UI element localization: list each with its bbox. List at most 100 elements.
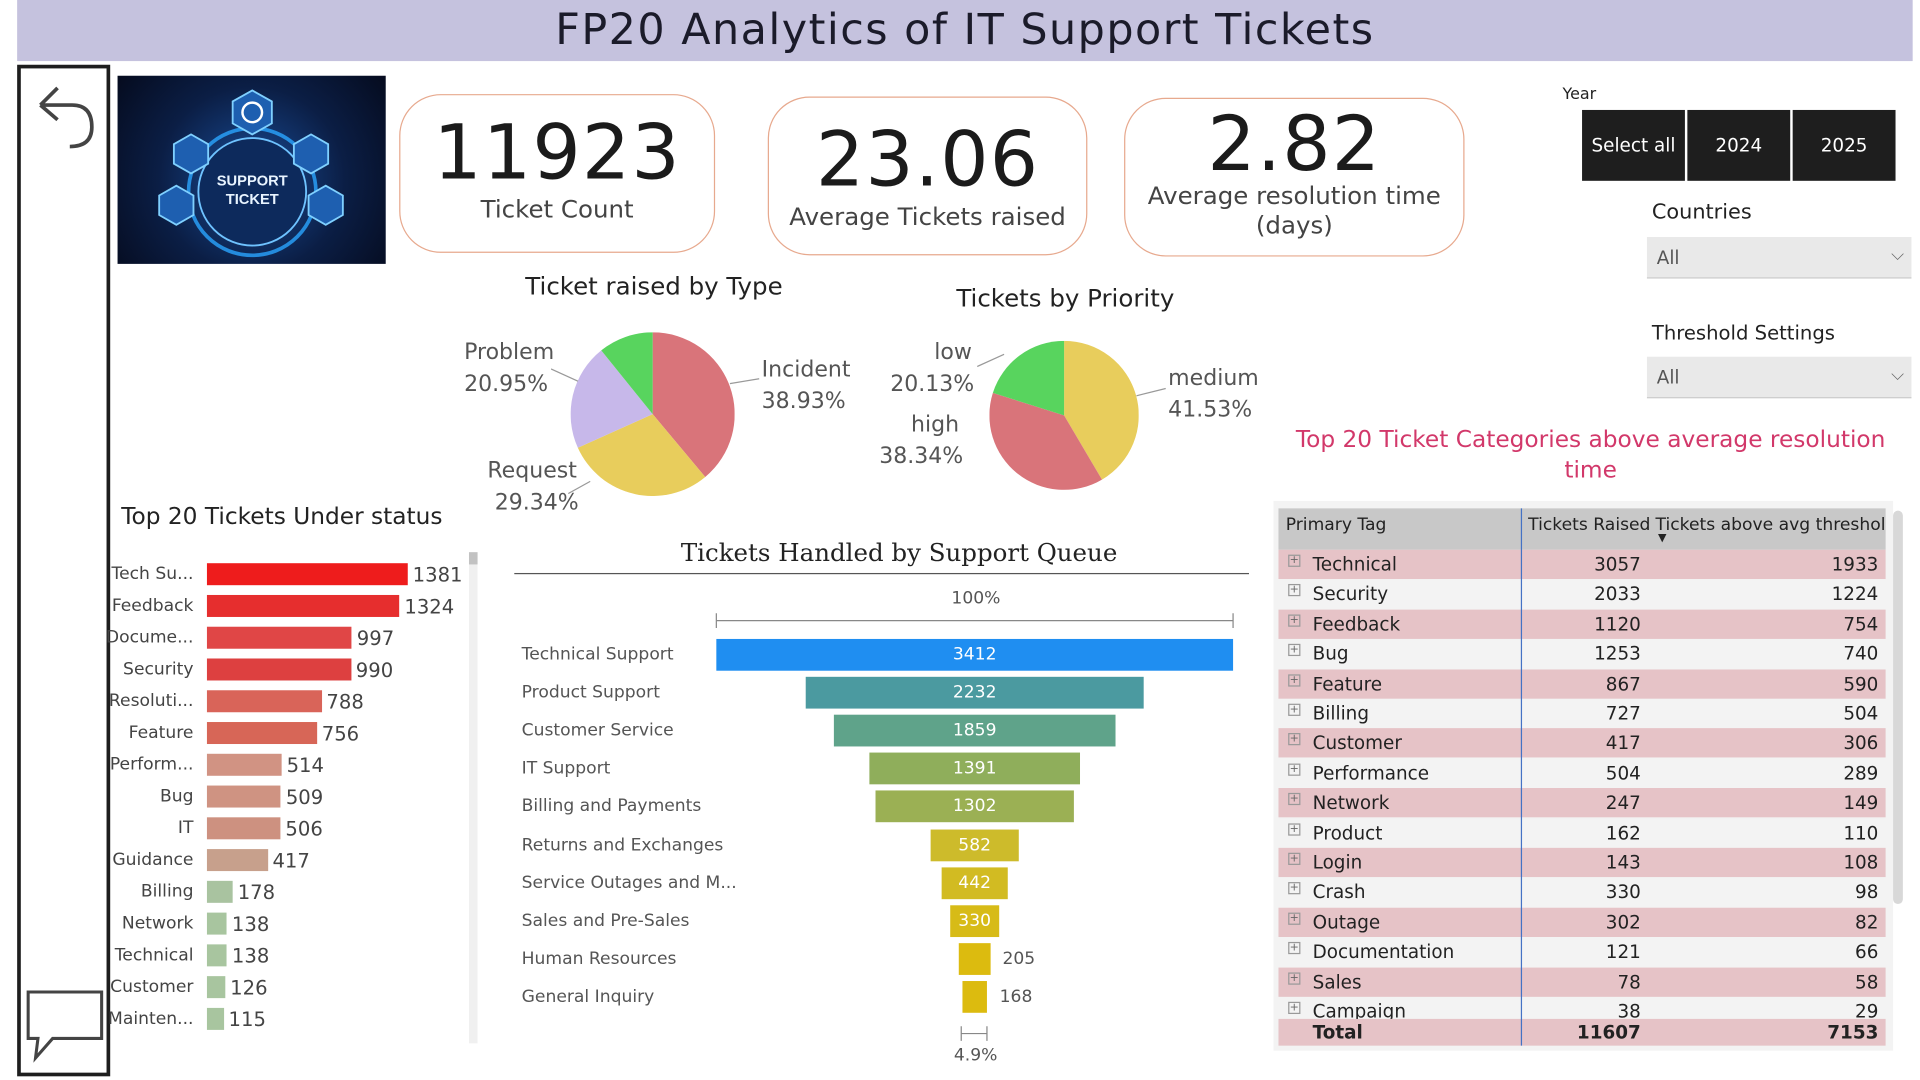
expand-icon[interactable]: +	[1288, 971, 1301, 985]
cell-above-threshold: 306	[1843, 732, 1879, 755]
pie-slice-other[interactable]	[601, 332, 653, 415]
status-bar[interactable]	[206, 1007, 224, 1030]
table-column-divider	[1520, 508, 1523, 1046]
status-bar[interactable]	[206, 594, 400, 617]
pie-slice-high[interactable]	[989, 392, 1102, 490]
status-bar[interactable]	[206, 944, 227, 967]
pie-slice-incident[interactable]	[652, 332, 735, 477]
table-row[interactable]: + Bug 1253 740	[1278, 639, 1886, 669]
expand-icon[interactable]: +	[1288, 822, 1301, 836]
table-row[interactable]: + Outage 302 82	[1278, 907, 1886, 937]
expand-icon[interactable]: +	[1288, 882, 1301, 895]
back-arrow-icon[interactable]	[31, 76, 100, 149]
sort-desc-icon[interactable]: ▼	[1657, 532, 1667, 545]
table-row[interactable]: + Sales 78 58	[1278, 967, 1886, 997]
table-row[interactable]: + Feedback 1120 754	[1278, 609, 1886, 639]
status-bar[interactable]	[206, 976, 226, 999]
status-bar-value: 178	[237, 880, 276, 905]
expand-icon[interactable]: +	[1288, 614, 1301, 627]
cell-above-threshold: 82	[1855, 911, 1879, 934]
status-bar[interactable]	[206, 817, 281, 840]
funnel-category-label: Technical Support	[521, 645, 674, 665]
threshold-dropdown[interactable]: All ⌵	[1646, 356, 1912, 399]
pie-slice-request[interactable]	[577, 414, 706, 497]
col-tickets-raised[interactable]: Tickets Raised	[1528, 515, 1651, 536]
threshold-slicer-title: Threshold Settings	[1651, 321, 1835, 345]
table-scrollbar[interactable]	[1893, 510, 1903, 905]
pie-type-leader-request	[568, 480, 591, 495]
status-bar[interactable]	[206, 626, 352, 649]
pie-slice-problem[interactable]	[570, 350, 653, 448]
status-bar-value: 514	[286, 753, 324, 778]
expand-icon[interactable]: +	[1288, 733, 1301, 746]
cell-above-threshold: 1933	[1831, 553, 1879, 576]
status-bar[interactable]	[206, 658, 351, 681]
funnel-bar[interactable]: 330	[949, 904, 1000, 937]
table-row[interactable]: + Customer 417 306	[1278, 728, 1886, 758]
kpi-label: Ticket Count	[480, 194, 634, 224]
col-primary-tag[interactable]: Primary Tag	[1285, 515, 1387, 536]
funnel-bar[interactable]: 1859	[833, 714, 1116, 747]
table-row[interactable]: + Login 143 108	[1278, 847, 1886, 878]
countries-dropdown[interactable]: All ⌵	[1646, 237, 1912, 279]
expand-icon[interactable]: +	[1288, 554, 1301, 567]
cell-primary-tag: Feature	[1312, 672, 1383, 695]
chat-bubble-icon[interactable]	[26, 987, 104, 1065]
expand-icon[interactable]: +	[1288, 644, 1301, 657]
funnel-bar[interactable]	[959, 942, 991, 975]
funnel-title: Tickets Handled by Support Queue	[680, 537, 1118, 567]
expand-icon[interactable]: +	[1288, 584, 1301, 597]
status-bar[interactable]	[206, 880, 233, 903]
status-bar-label: Technical	[114, 945, 194, 966]
table-title: Top 20 Ticket Categories above average r…	[1295, 426, 1886, 484]
funnel-bar[interactable]: 2232	[805, 676, 1144, 709]
year-select-all-button[interactable]: Select all	[1582, 109, 1685, 181]
table-row[interactable]: + Technical 3057 1933	[1278, 549, 1886, 580]
table-total-row: Total 11607 7153	[1278, 1018, 1886, 1046]
status-bar[interactable]	[206, 722, 317, 745]
kpi-average-tickets: 23.06 Average Tickets raised	[767, 96, 1088, 256]
kpi-label: Average resolution time (days)	[1147, 180, 1441, 240]
year-2024-button[interactable]: 2024	[1687, 109, 1791, 181]
funnel-bar[interactable]	[961, 980, 988, 1013]
status-bar[interactable]	[206, 785, 281, 808]
funnel-bar[interactable]: 442	[941, 866, 1009, 899]
funnel-bar[interactable]: 1391	[869, 752, 1081, 785]
pie-slice-medium[interactable]	[1064, 340, 1139, 480]
table-row[interactable]: + Performance 504 289	[1278, 758, 1886, 788]
status-bar[interactable]	[206, 912, 227, 935]
table-row[interactable]: + Crash 330 98	[1278, 877, 1886, 907]
funnel-bar[interactable]: 1302	[876, 790, 1074, 823]
status-bar[interactable]	[206, 753, 282, 776]
table-row[interactable]: + Documentation 121 66	[1278, 937, 1886, 967]
expand-icon[interactable]: +	[1288, 1001, 1301, 1015]
expand-icon[interactable]: +	[1288, 942, 1301, 955]
cell-primary-tag: Crash	[1312, 881, 1366, 904]
col-tickets-above-threshold[interactable]: Tickets above avg threshold	[1655, 515, 1886, 536]
cell-primary-tag: Product	[1312, 821, 1383, 844]
funnel-bar[interactable]: 3412	[716, 638, 1234, 671]
expand-icon[interactable]: +	[1288, 673, 1301, 687]
table-row[interactable]: + Security 2033 1224	[1278, 579, 1886, 609]
expand-icon[interactable]: +	[1288, 793, 1301, 806]
funnel-category-label: General Inquiry	[521, 986, 655, 1007]
year-2025-button[interactable]: 2025	[1792, 109, 1896, 181]
funnel-bar[interactable]: 582	[930, 828, 1019, 861]
status-bar[interactable]	[206, 563, 408, 586]
expand-icon[interactable]: +	[1288, 763, 1301, 776]
expand-icon[interactable]: +	[1288, 852, 1301, 865]
table-row[interactable]: + Feature 867 590	[1278, 668, 1886, 699]
cell-primary-tag: Documentation	[1312, 940, 1455, 963]
table-row[interactable]: + Billing 727 504	[1278, 698, 1886, 729]
table-row[interactable]: + Product 162 110	[1278, 818, 1886, 848]
status-bar-label: Customer	[110, 977, 194, 997]
funnel-bottom-pct: 4.9%	[953, 1045, 998, 1066]
expand-icon[interactable]: +	[1288, 703, 1301, 716]
table-row[interactable]: + Network 247 149	[1278, 788, 1886, 818]
expand-icon[interactable]: +	[1288, 912, 1301, 925]
status-bar[interactable]	[206, 690, 322, 713]
scrollbar-thumb[interactable]	[468, 552, 478, 565]
status-bar[interactable]	[206, 849, 268, 872]
pie-slice-low[interactable]	[992, 340, 1065, 416]
status-chart-scrollbar[interactable]	[468, 552, 478, 1044]
